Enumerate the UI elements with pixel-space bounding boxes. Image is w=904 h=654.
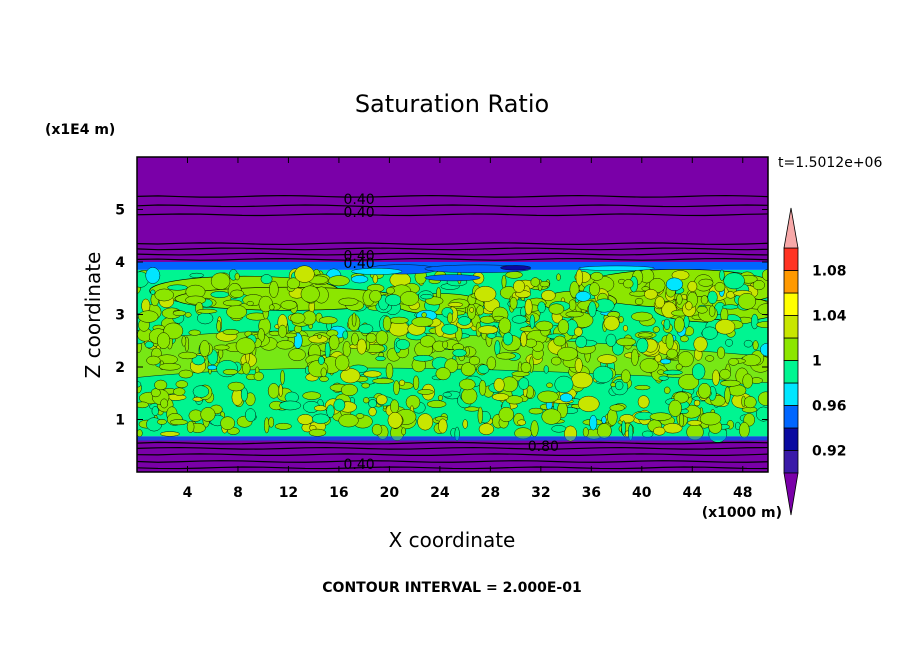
- colorbar-swatch: [783, 450, 799, 474]
- colorbar-swatch: [783, 337, 799, 361]
- x-tick-label: 32: [531, 485, 550, 501]
- contour-line: [137, 453, 768, 457]
- colorbar-under-arrow: [783, 472, 799, 516]
- x-tick-label: 40: [632, 485, 652, 501]
- contour-label: 0.40: [344, 249, 375, 265]
- y-tick-label: 3: [115, 308, 125, 324]
- contour-line: [137, 194, 768, 198]
- colorbar-label: 1.08: [812, 264, 847, 280]
- colorbar-label: 0.96: [812, 399, 847, 415]
- field-layer-4: [137, 157, 768, 262]
- x-tick-label: 48: [733, 485, 752, 501]
- contour-line: [137, 460, 768, 463]
- contour-line: [137, 441, 768, 445]
- contour-label: 0.40: [344, 192, 375, 208]
- contour-line: [137, 252, 768, 256]
- x-tick-label: 8: [233, 485, 243, 501]
- y-tick-label: 5: [115, 203, 125, 219]
- contour-line: [137, 466, 768, 470]
- colorbar-swatch: [783, 382, 799, 406]
- x-tick-label: 12: [279, 485, 298, 501]
- y-tick-label: 4: [115, 255, 125, 271]
- colorbar-label: 1: [812, 354, 822, 370]
- time-label: t=1.5012e+06: [778, 155, 882, 171]
- colorbar-swatch: [783, 292, 799, 316]
- y-tick-label: 2: [115, 360, 125, 376]
- contour-label: 0.40: [344, 457, 375, 473]
- colorbar-label: 0.92: [812, 444, 847, 460]
- contour-line: [137, 446, 768, 450]
- colorbar-swatch: [783, 405, 799, 429]
- colorbar-swatch: [783, 360, 799, 384]
- x-axis-label: X coordinate: [389, 528, 516, 552]
- x-scale-label: (x1000 m): [702, 505, 782, 521]
- x-tick-label: 44: [683, 485, 703, 501]
- field-texture: [137, 264, 768, 443]
- chart-title: Saturation Ratio: [355, 90, 549, 118]
- contour-line: [137, 213, 768, 217]
- contour-line: [137, 204, 768, 208]
- y-axis-label: Z coordinate: [81, 252, 105, 379]
- x-tick-label: 24: [430, 485, 450, 501]
- colorbar-swatch: [783, 427, 799, 451]
- colorbar-swatch: [783, 315, 799, 339]
- contour-interval-footer: CONTOUR INTERVAL = 2.000E-01: [322, 580, 581, 596]
- colorbar-over-arrow: [783, 207, 799, 249]
- contour-line: [137, 247, 768, 251]
- x-tick-label: 4: [183, 485, 193, 501]
- colorbar-label: 1.04: [812, 309, 847, 325]
- x-tick-label: 36: [582, 485, 601, 501]
- colorbar-swatch: [783, 270, 799, 294]
- y-tick-label: 1: [115, 413, 125, 429]
- contour-label: 0.40: [344, 256, 375, 272]
- x-tick-label: 20: [380, 485, 400, 501]
- y-scale-label: (x1E4 m): [45, 122, 115, 138]
- colorbar-swatch: [783, 247, 799, 271]
- contour-label: 0.40: [344, 205, 375, 221]
- contour-label: 0.80: [528, 439, 559, 455]
- contour-line: [137, 242, 768, 246]
- contour-line: [137, 258, 768, 261]
- x-tick-label: 28: [481, 485, 500, 501]
- x-tick-label: 16: [329, 485, 348, 501]
